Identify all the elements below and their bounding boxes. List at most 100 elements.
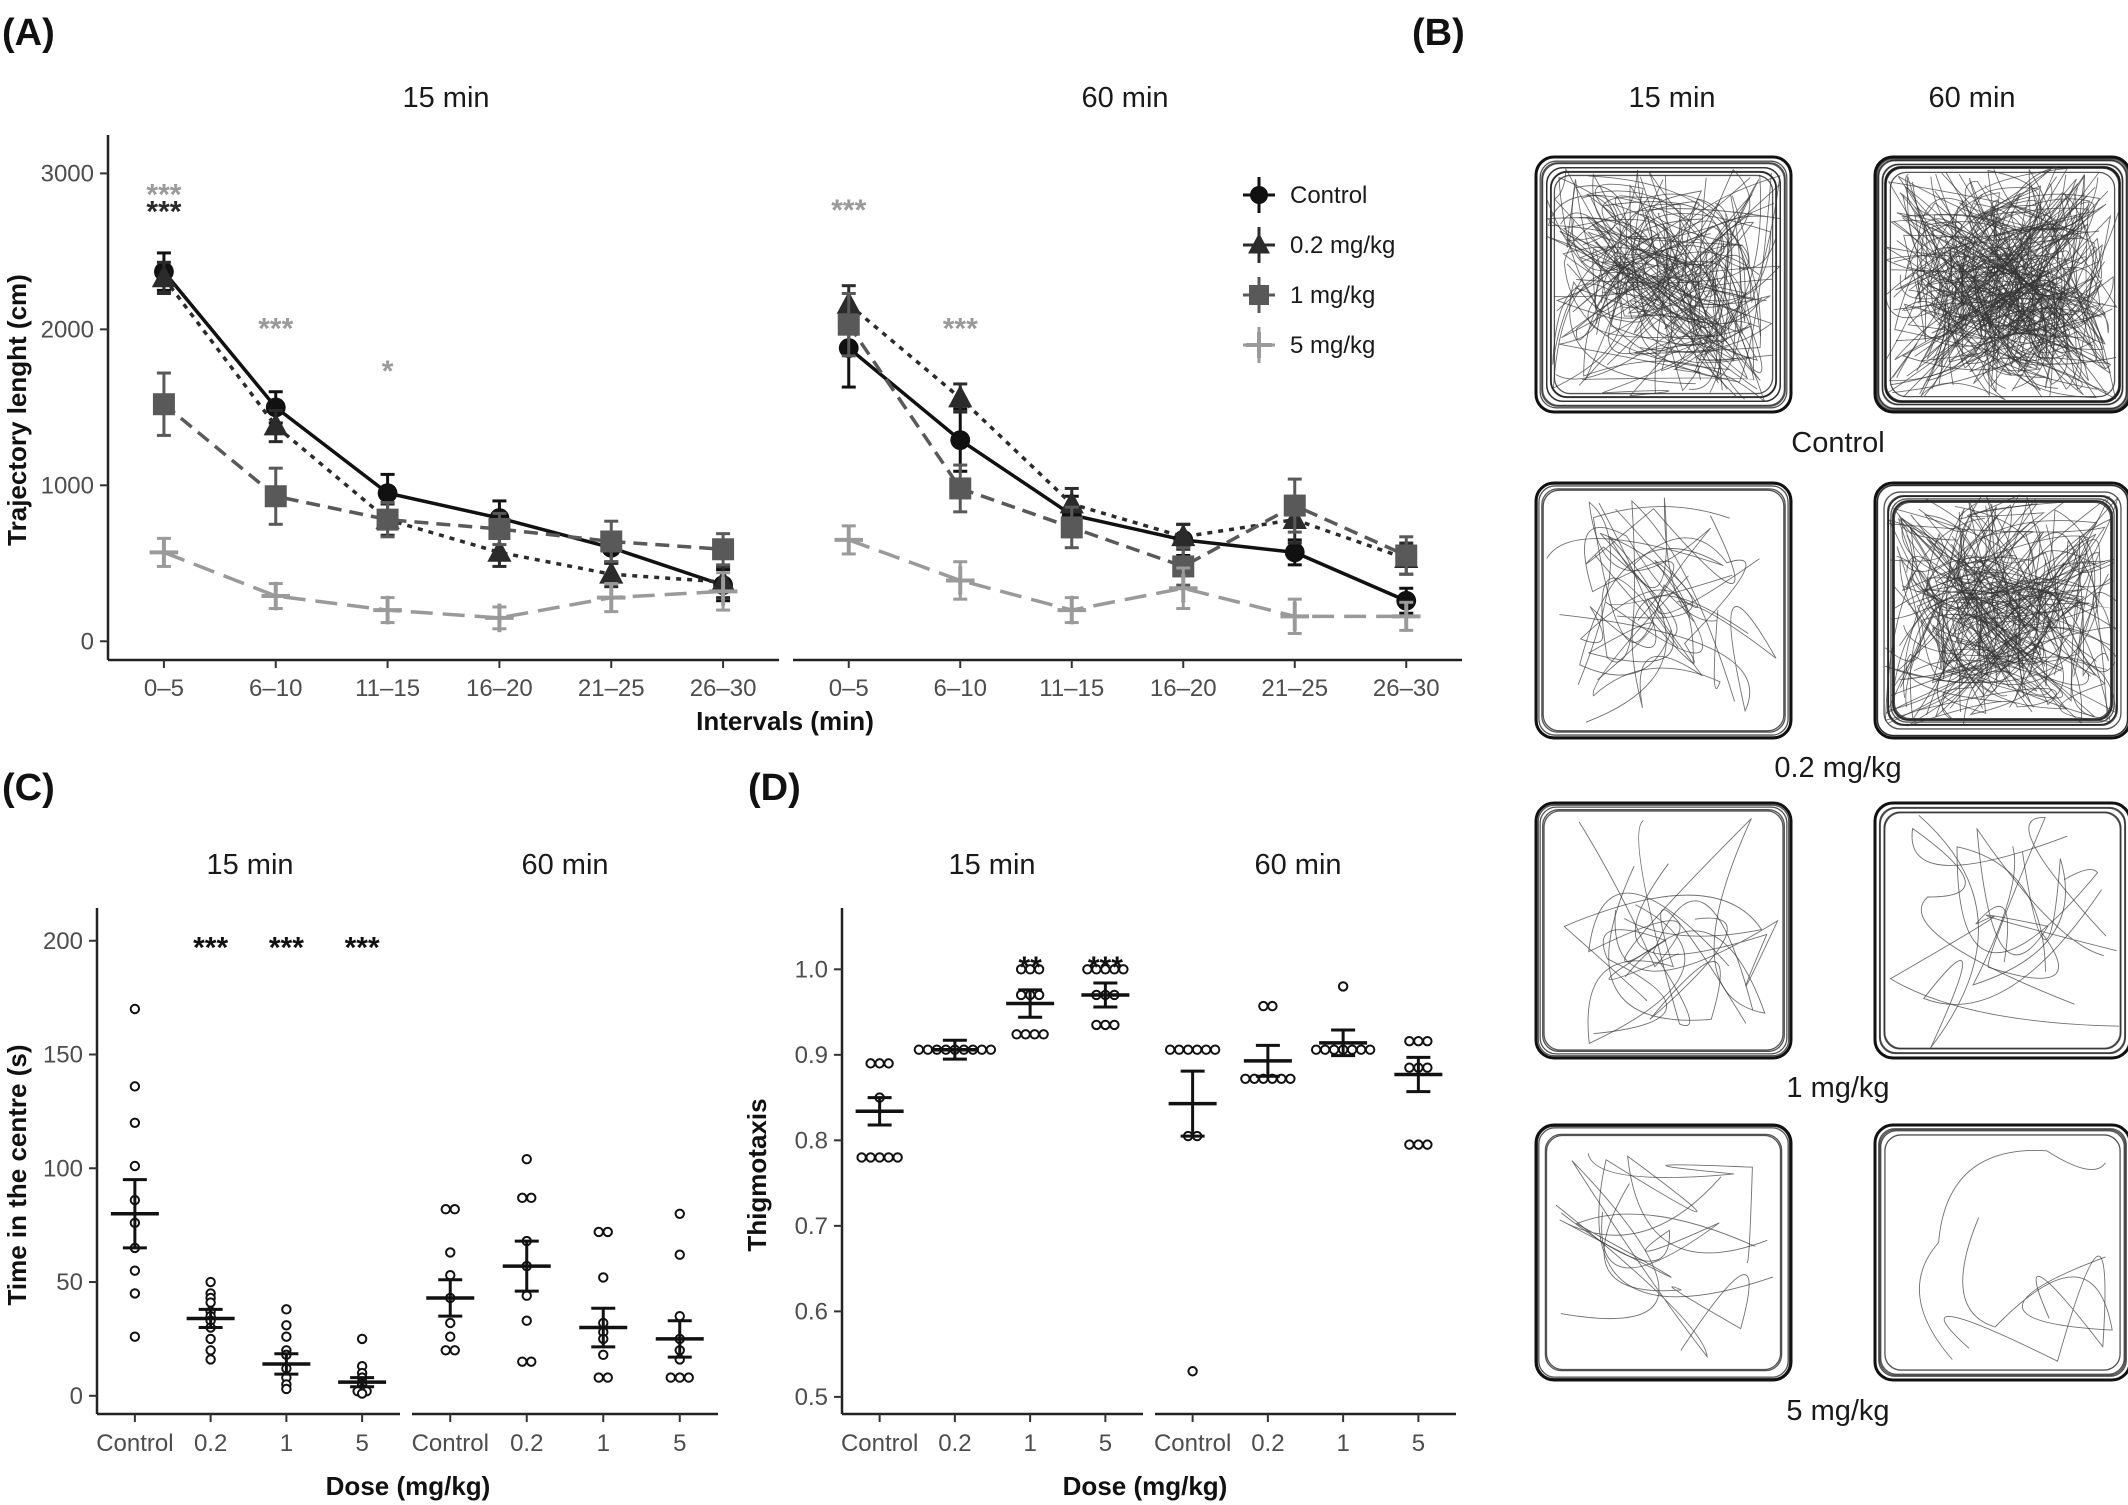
arena-wall-trace xyxy=(1537,804,1790,1057)
series-line-2 xyxy=(847,323,1407,569)
trajectory-path xyxy=(1961,558,2115,676)
arena-wall-trace xyxy=(1544,1133,1783,1372)
x-tick-label: Control xyxy=(841,1430,918,1457)
data-point xyxy=(205,1276,216,1288)
arena-1-1 xyxy=(1873,481,2128,740)
data-point-square xyxy=(712,538,735,561)
y-tick-label: 0 xyxy=(70,1383,83,1410)
trajectory-path xyxy=(1885,196,2088,368)
data-point xyxy=(922,1044,934,1055)
legend-label-5: 5 mg/kg xyxy=(1290,332,1375,359)
trajectory-path xyxy=(1648,172,1776,393)
panel-b-row-label-0-2: 0.2 mg/kg xyxy=(1774,752,1901,784)
data-point xyxy=(129,1003,141,1015)
trajectory-path xyxy=(1595,183,1773,361)
x-tick-label: 1 xyxy=(1336,1430,1349,1457)
significance-marker: *** xyxy=(258,313,293,346)
data-point xyxy=(129,1288,141,1299)
arena-wall-trace xyxy=(1879,807,2126,1054)
trajectory-path xyxy=(1904,216,2024,339)
significance-marker: *** xyxy=(943,313,978,346)
data-point xyxy=(205,1297,216,1308)
trajectory-path xyxy=(1886,523,2106,654)
significance-marker: ** xyxy=(1018,951,1042,984)
data-point xyxy=(526,1356,537,1367)
panel-a-y-tick-label: 1000 xyxy=(41,472,94,499)
panel-a-line-chart: 15 min 60 min Trajectory lenght (cm) Int… xyxy=(2,82,1462,736)
data-point xyxy=(665,1372,676,1383)
panel-c-facet-title-15min: 15 min xyxy=(206,849,293,881)
trajectory-path xyxy=(1608,865,1728,1021)
data-point xyxy=(865,1152,876,1163)
panel-a-x-tick-label: 26–30 xyxy=(1373,675,1440,702)
panel-label-d: (D) xyxy=(748,767,801,809)
y-tick-label: 0.5 xyxy=(795,1384,828,1411)
data-point xyxy=(1182,1044,1194,1055)
data-point-plus xyxy=(149,538,179,567)
significance-marker: *** xyxy=(269,931,304,964)
arena-3-0 xyxy=(1534,1123,1793,1382)
data-point xyxy=(1258,1000,1269,1012)
panel-d-facet-title-15min: 15 min xyxy=(948,849,1035,881)
trajectory-path xyxy=(1884,556,2033,684)
trajectory-path xyxy=(1911,827,2075,1005)
legend-key-plus xyxy=(1246,332,1272,358)
series-line-1 xyxy=(162,276,724,584)
panel-a-y-tick-label: 2000 xyxy=(41,316,94,343)
data-point xyxy=(1346,1044,1358,1055)
data-point xyxy=(602,1226,613,1238)
data-point xyxy=(1091,1019,1102,1031)
trajectory-path xyxy=(1587,1153,1753,1264)
significance-marker: *** xyxy=(345,931,380,964)
panel-a-x-tick-label: 16–20 xyxy=(466,675,533,702)
panel-c-scatter: 15 min 60 min Time in the centre (s) Dos… xyxy=(2,849,718,1501)
data-point xyxy=(598,1349,609,1361)
arena-border xyxy=(1873,155,2128,414)
data-point xyxy=(1020,1029,1031,1040)
data-point-circle xyxy=(377,483,398,504)
trajectory-path xyxy=(1976,827,2117,957)
data-point xyxy=(521,1290,532,1301)
data-point-square xyxy=(837,313,860,336)
panel-a-x-tick-label: 6–10 xyxy=(934,675,987,702)
trajectory-path xyxy=(1906,237,2109,377)
panel-c-facet-title-60min: 60 min xyxy=(521,849,608,881)
trajectory-path xyxy=(1547,212,1753,344)
data-point-plus xyxy=(485,603,514,633)
arena-wall-trace xyxy=(1541,488,1786,733)
trajectory-path xyxy=(1924,169,2085,397)
arena-wall-trace xyxy=(1892,500,2113,721)
data-point-plus xyxy=(1391,602,1421,631)
data-point xyxy=(674,1310,685,1322)
panel-label-c: (C) xyxy=(2,767,55,809)
x-tick-label: 1 xyxy=(280,1430,293,1457)
arena-wall-trace xyxy=(1543,810,1784,1051)
y-tick-label: 200 xyxy=(43,928,83,955)
data-point xyxy=(593,1372,604,1383)
data-point-triangle xyxy=(487,539,512,562)
trajectory-path xyxy=(1918,814,2102,1048)
data-point-square xyxy=(152,393,175,416)
trajectory-path xyxy=(1949,169,2052,293)
data-point xyxy=(1422,1062,1433,1073)
data-point xyxy=(674,1249,685,1260)
trajectory-path xyxy=(1932,552,2101,709)
trajectory-path xyxy=(1920,276,2114,389)
arena-wall-trace xyxy=(1546,167,1781,402)
legend-key-circle xyxy=(1250,186,1268,204)
trajectory-path xyxy=(1640,275,1773,353)
legend-key-square xyxy=(1249,285,1269,305)
arena-wall-trace xyxy=(1889,171,2116,398)
data-point-circle xyxy=(265,397,286,418)
data-point-square xyxy=(488,517,511,540)
data-point xyxy=(674,1208,685,1219)
arena-wall-trace xyxy=(1890,498,2115,723)
data-point xyxy=(1200,1044,1212,1055)
data-point-square xyxy=(949,477,972,500)
trajectory-path xyxy=(1967,522,2058,645)
trajectory-path xyxy=(1898,515,2089,676)
arena-wall-trace xyxy=(1883,491,2122,730)
arena-wall-trace xyxy=(1878,1128,2127,1377)
panel-d-x-axis-title: Dose (mg/kg) xyxy=(1063,1471,1228,1501)
data-point xyxy=(1209,1044,1221,1055)
